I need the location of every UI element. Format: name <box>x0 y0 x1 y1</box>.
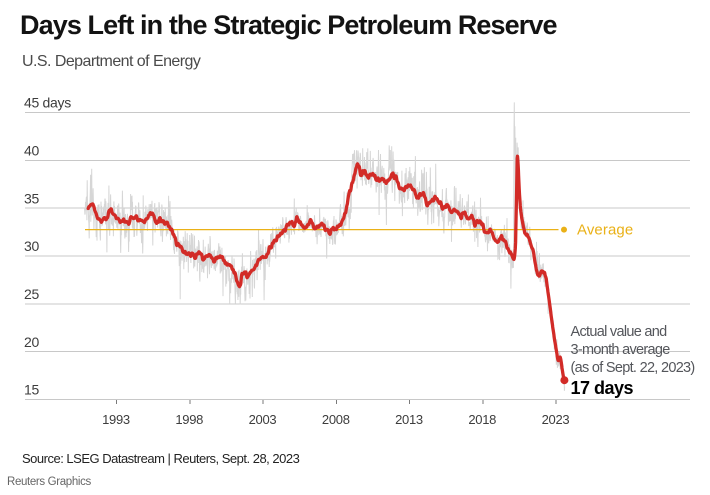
svg-text:Actual value and: Actual value and <box>571 324 668 340</box>
svg-text:2008: 2008 <box>322 412 350 427</box>
svg-text:20: 20 <box>24 334 39 350</box>
svg-text:1998: 1998 <box>175 412 203 427</box>
svg-text:Average: Average <box>577 222 633 239</box>
svg-text:17 days: 17 days <box>571 378 634 398</box>
svg-text:3-month average: 3-month average <box>571 342 671 358</box>
svg-text:45 days: 45 days <box>24 95 71 111</box>
svg-text:35: 35 <box>24 190 39 206</box>
svg-text:1993: 1993 <box>102 412 130 427</box>
svg-text:2003: 2003 <box>249 412 277 427</box>
svg-text:2018: 2018 <box>468 412 496 427</box>
svg-text:40: 40 <box>24 143 39 159</box>
svg-text:25: 25 <box>24 286 39 302</box>
svg-text:30: 30 <box>24 238 39 254</box>
svg-text:2023: 2023 <box>542 412 570 427</box>
svg-text:2013: 2013 <box>395 412 423 427</box>
svg-text:15: 15 <box>24 382 39 398</box>
svg-text:(as of Sept. 22, 2023): (as of Sept. 22, 2023) <box>571 360 695 376</box>
